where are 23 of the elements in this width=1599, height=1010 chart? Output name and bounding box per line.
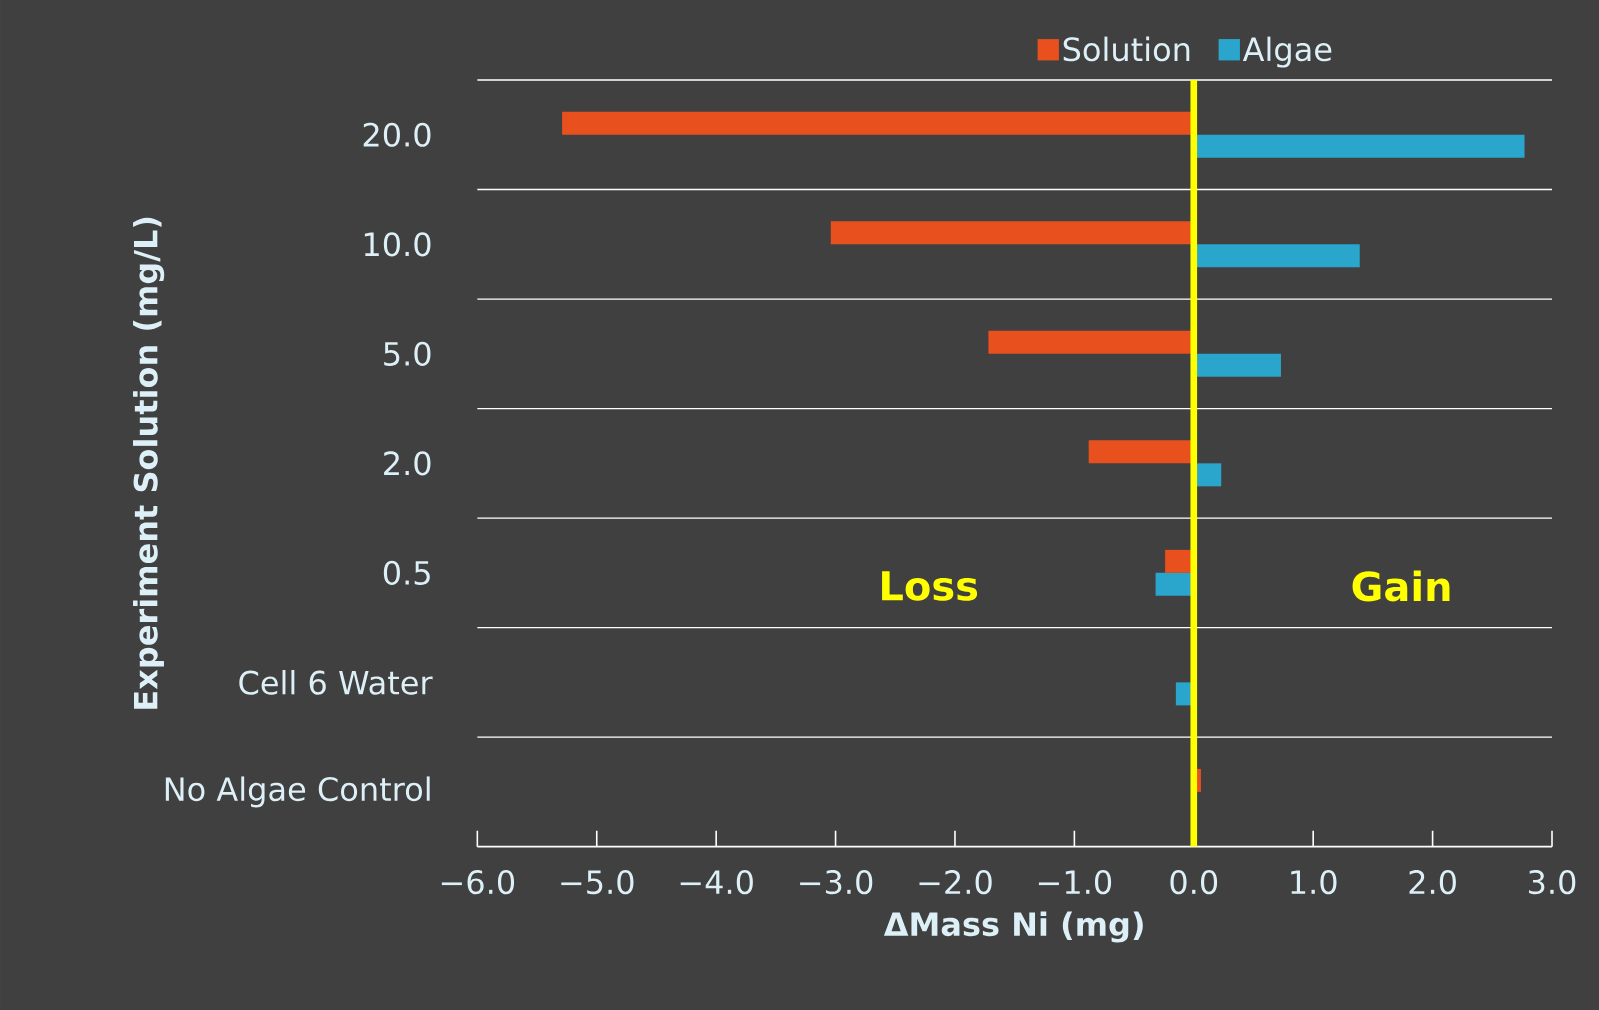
x-tick-label: −1.0 xyxy=(1038,870,1112,895)
legend-label: Solution xyxy=(1063,36,1190,62)
x-tick-label: −6.0 xyxy=(441,870,515,895)
y-tick-label: No Algae Control xyxy=(165,776,430,808)
x-tick-label: −2.0 xyxy=(919,870,992,895)
annotation: Gain xyxy=(1352,570,1450,602)
y-tick-label: 20.0 xyxy=(363,122,431,147)
y-tick-label: 0.5 xyxy=(383,560,430,585)
x-tick-label: −4.0 xyxy=(680,870,753,895)
annotation: Loss xyxy=(882,571,978,601)
y-tick-label: 2.0 xyxy=(384,451,431,476)
x-tick-label: 2.0 xyxy=(1409,870,1456,895)
x-tick-label: −3.0 xyxy=(800,870,873,895)
y-tick-label: 10.0 xyxy=(364,232,431,257)
x-tick-label: 1.0 xyxy=(1291,870,1337,895)
y-axis-title: Experiment Solution (mg/L) xyxy=(133,217,165,709)
x-tick-label: 3.0 xyxy=(1529,870,1576,895)
x-axis-title: ΔMass Ni (mg) xyxy=(883,911,1143,943)
y-tick-label: Cell 6 Water xyxy=(239,670,433,695)
x-tick-label: −5.0 xyxy=(561,870,634,895)
legend-label: Algae xyxy=(1242,36,1332,68)
x-tick-label: 0.0 xyxy=(1170,870,1218,895)
y-tick-label: 5.0 xyxy=(384,341,431,366)
